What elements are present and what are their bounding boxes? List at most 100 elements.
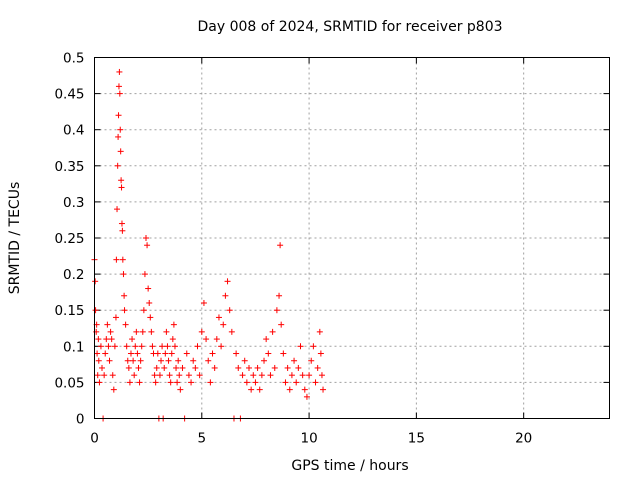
data-point (97, 343, 104, 350)
data-point (152, 379, 159, 386)
data-point (258, 372, 265, 379)
data-point (117, 148, 124, 155)
y-tick-label: 0.45 (54, 87, 84, 103)
x-tick-label: 0 (90, 431, 99, 447)
data-point (277, 242, 284, 249)
data-point (95, 357, 102, 364)
data-point (220, 321, 227, 328)
ticks: 0 0.05 0.1 0.15 0.2 0.25 0.3 0.35 0.4 0.45 0.5 0 5 10… (54, 51, 610, 447)
data-point (261, 357, 268, 364)
data-point (107, 328, 114, 335)
data-point (141, 271, 148, 278)
data-point (129, 336, 136, 343)
data-point (183, 350, 190, 357)
data-point (138, 343, 145, 350)
data-point (154, 350, 161, 357)
data-point (92, 307, 99, 314)
data-point (312, 379, 319, 386)
data-point (144, 242, 151, 249)
grid (94, 57, 610, 419)
data-point (146, 299, 153, 306)
data-point (163, 328, 170, 335)
data-point (127, 350, 134, 357)
data-point (117, 126, 124, 133)
data-point (101, 372, 108, 379)
data-point (288, 372, 295, 379)
data-point (215, 314, 222, 321)
data-point (110, 386, 117, 393)
data-point (104, 321, 111, 328)
data-point (106, 357, 113, 364)
data-point (109, 372, 116, 379)
data-point (92, 278, 99, 285)
data-point (188, 379, 195, 386)
data-point (165, 357, 172, 364)
data-point (196, 372, 203, 379)
data-point (161, 364, 168, 371)
y-tick-label: 0.3 (63, 195, 84, 211)
data-point (151, 372, 158, 379)
y-tick-label: 0.25 (54, 231, 84, 247)
data-point (269, 328, 276, 335)
data-point (248, 386, 255, 393)
data-point (306, 372, 313, 379)
data-point (211, 364, 218, 371)
data-point (118, 184, 125, 191)
y-tick-label: 0.4 (63, 123, 84, 139)
data-point (254, 364, 261, 371)
data-point (243, 379, 250, 386)
data-point (149, 343, 156, 350)
data-point (213, 336, 220, 343)
data-point (166, 372, 173, 379)
data-point (256, 386, 263, 393)
data-point (228, 328, 235, 335)
data-point (318, 372, 325, 379)
y-tick-label: 0.35 (54, 159, 84, 175)
data-point (241, 357, 248, 364)
data-point (171, 343, 178, 350)
data-point (131, 372, 138, 379)
data-point (177, 386, 184, 393)
data-point (159, 343, 166, 350)
data-point (123, 343, 130, 350)
data-point (132, 343, 139, 350)
data-point (134, 350, 141, 357)
data-point (96, 379, 103, 386)
x-tick-label: 5 (197, 431, 206, 447)
data-point (115, 112, 122, 119)
data-point (235, 364, 242, 371)
data-point (136, 379, 143, 386)
data-point (115, 83, 122, 90)
data-point (122, 321, 129, 328)
x-axis-title: GPS time / hours (291, 458, 408, 474)
data-point (147, 314, 154, 321)
data-point (162, 350, 169, 357)
data-point (119, 256, 126, 263)
data-point (121, 292, 128, 299)
data-point (170, 321, 177, 328)
data-point (194, 343, 201, 350)
data-point (246, 364, 252, 371)
data-point (226, 307, 233, 314)
data-point (94, 350, 101, 357)
data-point (118, 220, 125, 227)
data-point (293, 379, 300, 386)
data-point (265, 350, 272, 357)
data-point (114, 206, 121, 213)
data-point (308, 357, 315, 364)
data-point (203, 336, 210, 343)
y-tick-label: 0.05 (54, 375, 84, 391)
data-point (280, 350, 287, 357)
data-point (282, 379, 289, 386)
data-point (250, 372, 257, 379)
data-point (314, 364, 321, 371)
x-tick-label: 10 (300, 431, 317, 447)
data-point (164, 343, 171, 350)
data-point (267, 372, 274, 379)
data-point (271, 364, 278, 371)
data-point (190, 357, 197, 364)
data-point (176, 372, 183, 379)
data-point (130, 357, 137, 364)
data-point (139, 328, 146, 335)
